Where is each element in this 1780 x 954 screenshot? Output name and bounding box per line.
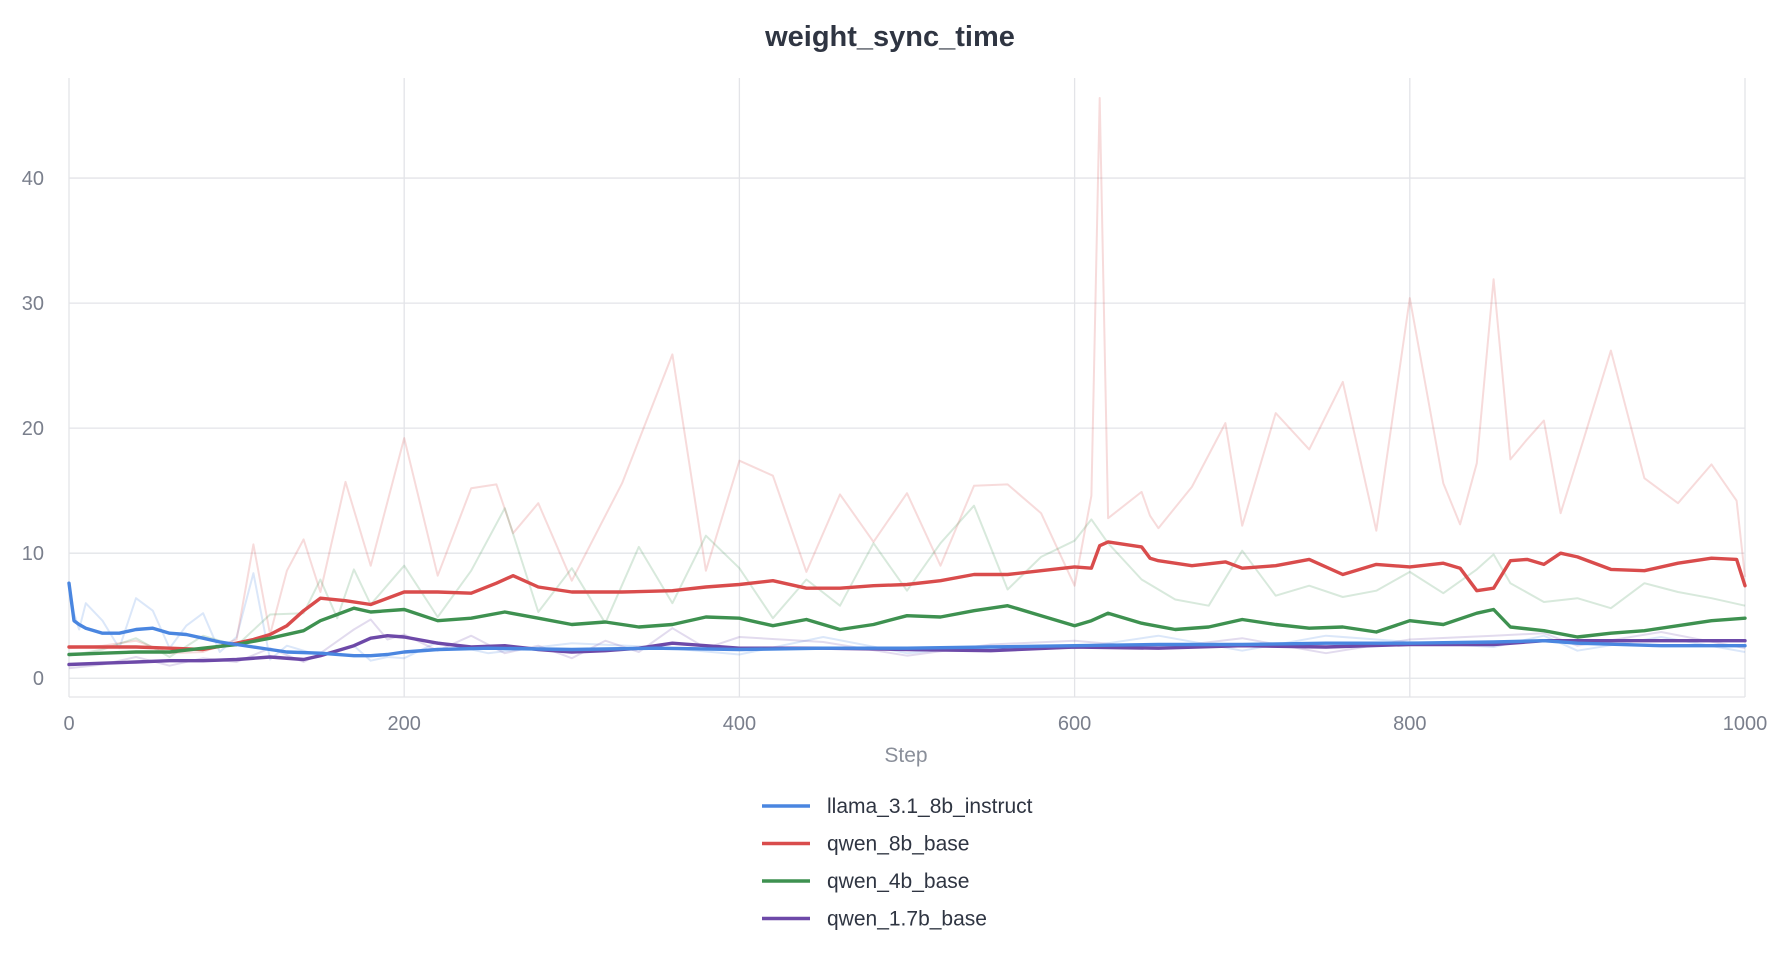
legend-label: qwen_8b_base xyxy=(827,833,969,856)
x-tick-label: 800 xyxy=(1393,713,1426,735)
y-tick-label: 30 xyxy=(22,293,44,315)
x-tick-label: 0 xyxy=(63,713,74,735)
legend-item-qwen_1.7b_base[interactable]: qwen_1.7b_base xyxy=(762,908,987,931)
chart-title: weight_sync_time xyxy=(764,21,1015,53)
smoothed-series-layer xyxy=(67,540,1747,667)
x-tick-label: 1000 xyxy=(1723,713,1768,735)
grid xyxy=(68,78,1746,698)
legend-label: llama_3.1_8b_instruct xyxy=(827,795,1033,818)
legend[interactable]: llama_3.1_8b_instruct qwen_8b_base qwen_4b… xyxy=(762,795,1033,931)
y-tick-label: 0 xyxy=(33,668,44,690)
raw-series-line-qwen_4b_base xyxy=(68,504,1746,658)
y-tick-label: 10 xyxy=(22,543,44,565)
tick-labels: 0 200 400 600 800 1000 0 10 20 30 40 xyxy=(22,168,1768,735)
x-axis-label: Step xyxy=(884,744,927,767)
legend-item-qwen_4b_base[interactable]: qwen_4b_base xyxy=(762,870,969,893)
x-tick-label: 200 xyxy=(388,713,421,735)
series-line-llama_3.1_8b_instruct[interactable] xyxy=(67,581,1747,658)
raw-series-line-qwen_8b_base xyxy=(68,97,1746,655)
y-tick-label: 40 xyxy=(22,168,44,190)
series-line-qwen_8b_base[interactable] xyxy=(67,540,1747,652)
x-tick-label: 600 xyxy=(1058,713,1091,735)
y-tick-label: 20 xyxy=(22,418,44,440)
raw-series-line-llama_3.1_8b_instruct xyxy=(68,572,1746,662)
legend-label: qwen_1.7b_base xyxy=(827,908,987,931)
x-tick-label: 400 xyxy=(723,713,756,735)
legend-item-qwen_8b_base[interactable]: qwen_8b_base xyxy=(762,833,969,856)
raw-series-layer xyxy=(68,97,1746,670)
series-line-qwen_1.7b_base[interactable] xyxy=(67,634,1747,667)
legend-label: qwen_4b_base xyxy=(827,870,969,893)
series-line-qwen_4b_base[interactable] xyxy=(67,604,1747,657)
legend-item-llama_3.1_8b_instruct[interactable]: llama_3.1_8b_instruct xyxy=(762,795,1033,818)
